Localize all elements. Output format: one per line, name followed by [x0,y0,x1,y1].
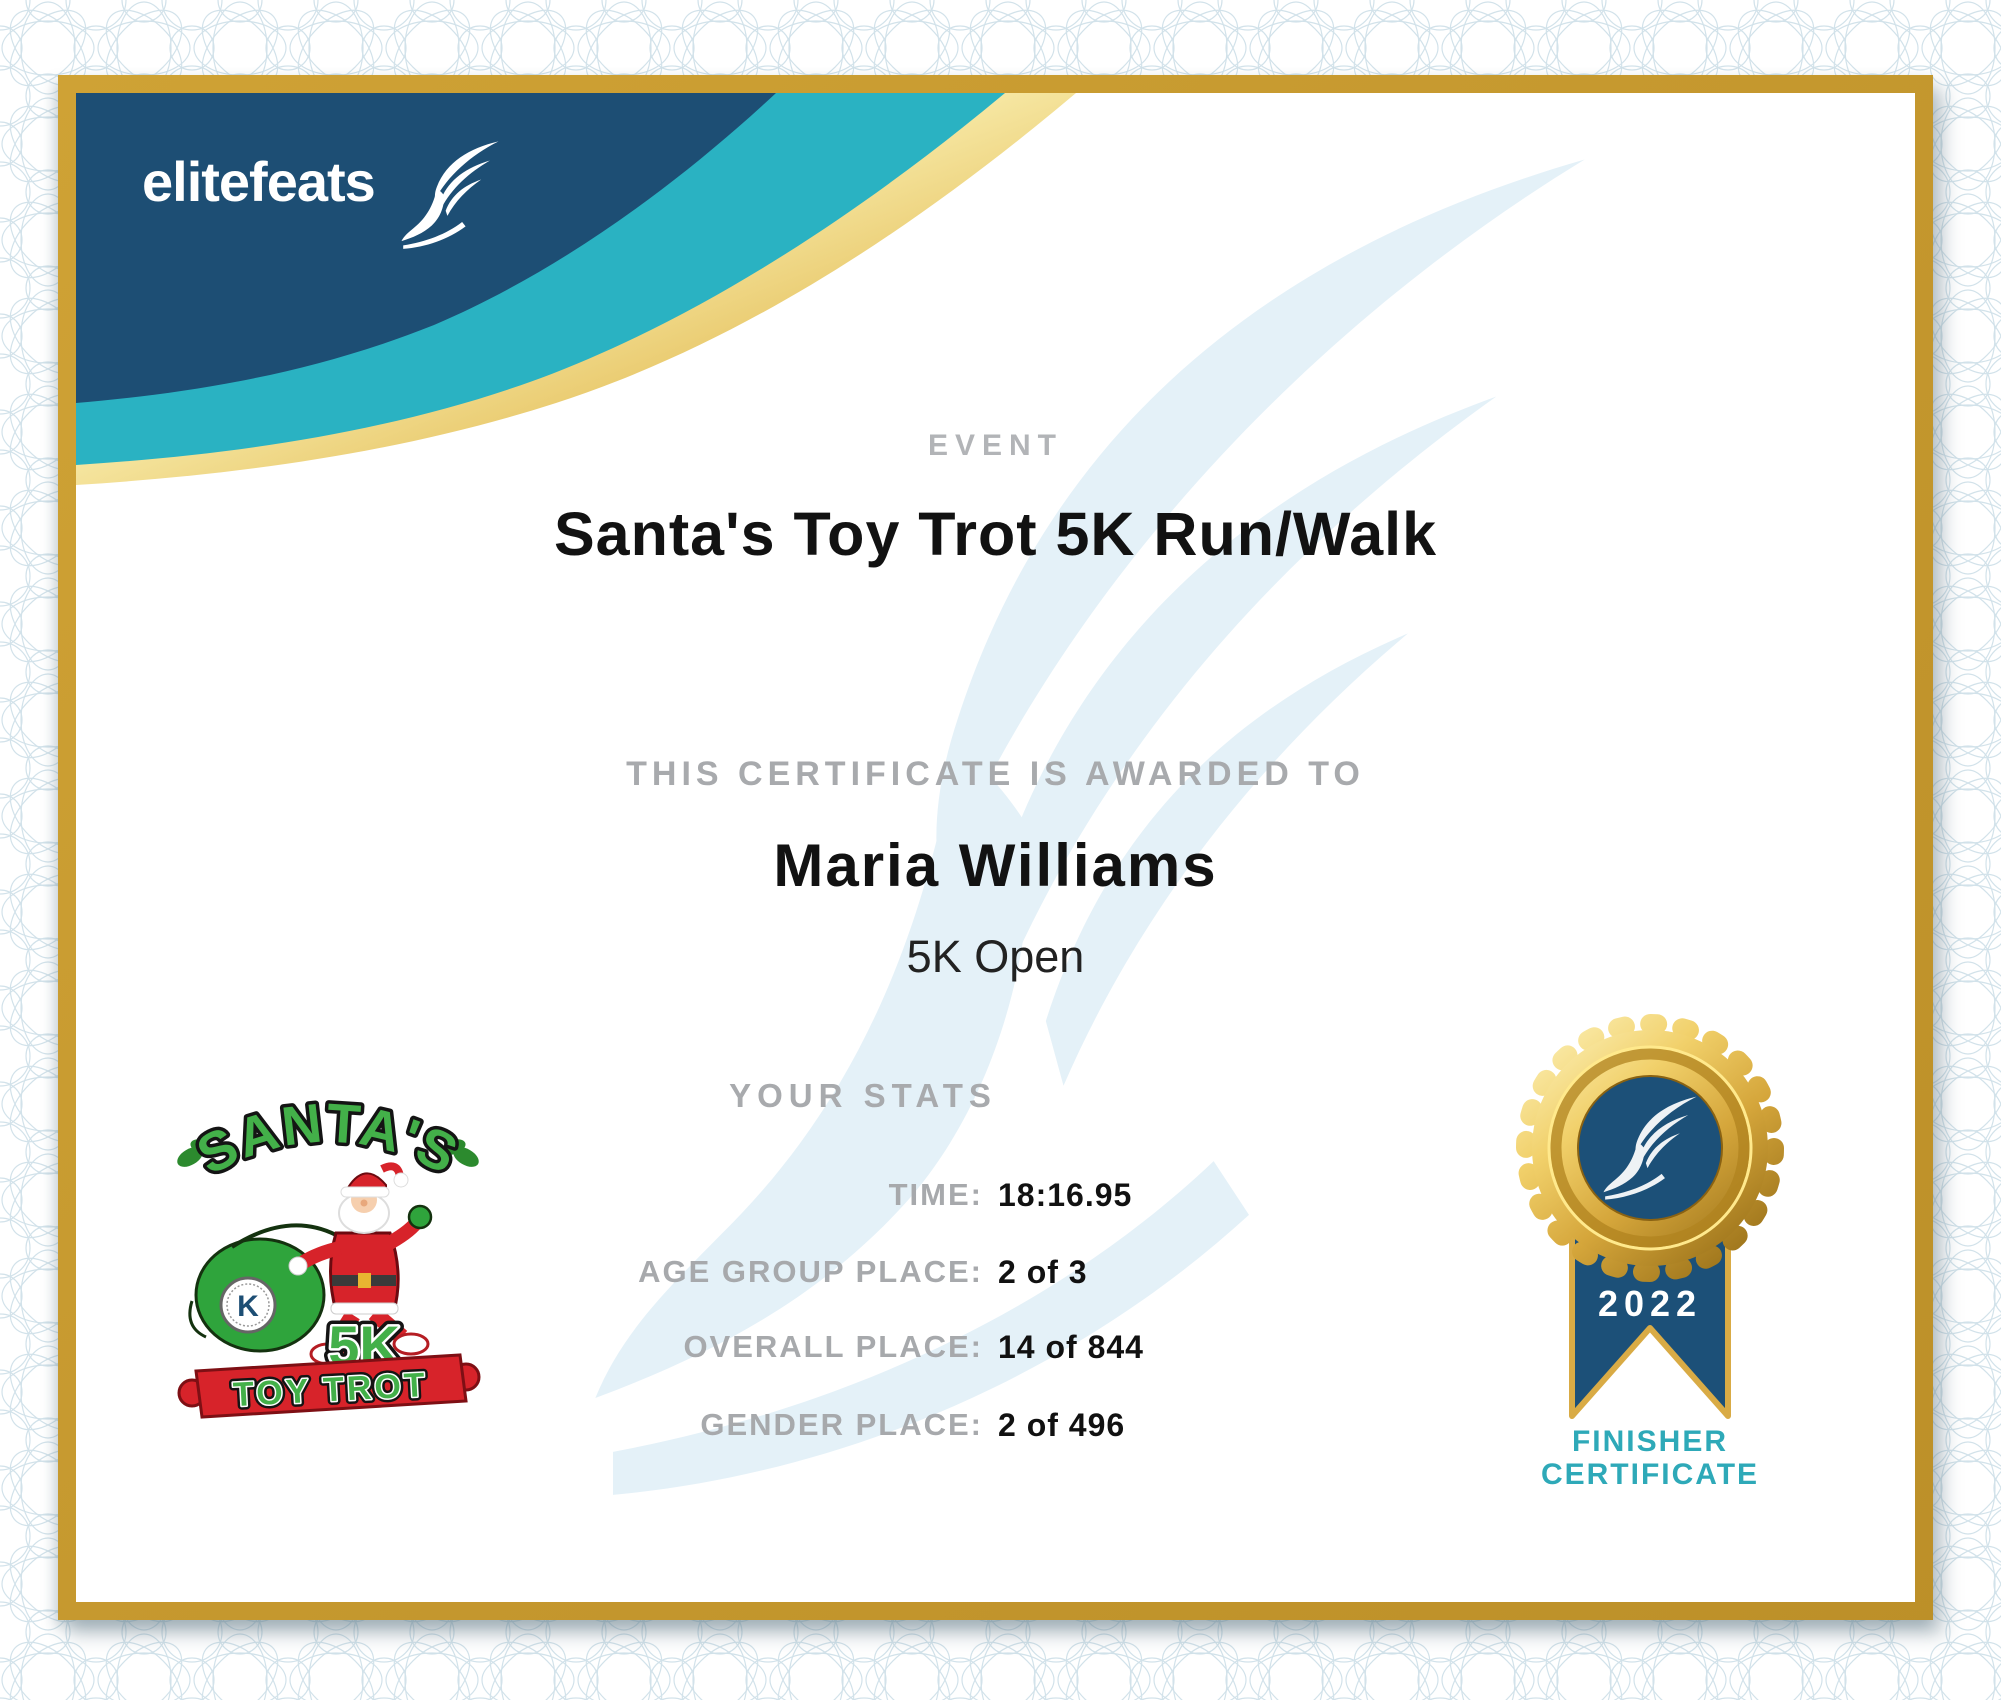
header-swoosh [76,93,1076,485]
finisher-caption-line2: CERTIFICATE [1540,1458,1760,1491]
finisher-medal: 2022 [1516,1014,1784,1419]
medal-year: 2022 [1598,1283,1702,1324]
santa-figure [288,1162,433,1366]
recipient-name: Maria Williams [773,832,1218,899]
certificate-body: elitefeats EVENT Santa's Toy Trot 5K Run… [76,93,1915,1602]
stat-value: 2 of 496 [998,1407,1126,1443]
stat-value: 2 of 3 [998,1254,1088,1290]
winged-foot-icon [398,137,502,255]
toy-trot-banner: TOY TROT TOY TROT [177,1353,481,1419]
event-title: Santa's Toy Trot 5K Run/Walk [553,500,1438,568]
stat-row-age-group-place: AGE GROUP PLACE: 2 of 3 [76,1254,1915,1294]
holly-decoration [177,1139,479,1167]
stat-value: 18:16.95 [998,1177,1133,1213]
stat-label: OVERALL PLACE: [683,1329,983,1364]
stat-row-overall-place: OVERALL PLACE: 14 of 844 [76,1329,1915,1369]
race-logo: SANTA'S K [177,1088,481,1419]
division-name: 5K Open [906,931,1085,982]
gold-frame: elitefeats EVENT Santa's Toy Trot 5K Run… [58,75,1933,1620]
event-label: EVENT [927,429,1064,462]
finisher-caption: FINISHER CERTIFICATE [1490,1425,1810,1491]
race-logo-arc-text: SANTA'S [187,1091,469,1186]
finisher-caption-line1: FINISHER [1571,1425,1728,1458]
brand-wordmark: elitefeats [142,150,376,213]
stat-value: 14 of 844 [998,1329,1144,1365]
medal-rosette [1516,1014,1784,1282]
kiwanis-seal-letter: K [237,1290,259,1323]
stat-label: GENDER PLACE: [700,1407,983,1442]
stat-row-gender-place: GENDER PLACE: 2 of 496 [76,1407,1915,1447]
toy-sack: K [188,1223,337,1353]
stat-row-time: TIME: 18:16.95 [76,1177,1915,1217]
stat-label: TIME: [888,1177,983,1212]
stat-label: AGE GROUP PLACE: [638,1254,983,1289]
awarded-to-label: THIS CERTIFICATE IS AWARDED TO [626,755,1365,793]
stats-heading: YOUR STATS [729,1077,997,1114]
